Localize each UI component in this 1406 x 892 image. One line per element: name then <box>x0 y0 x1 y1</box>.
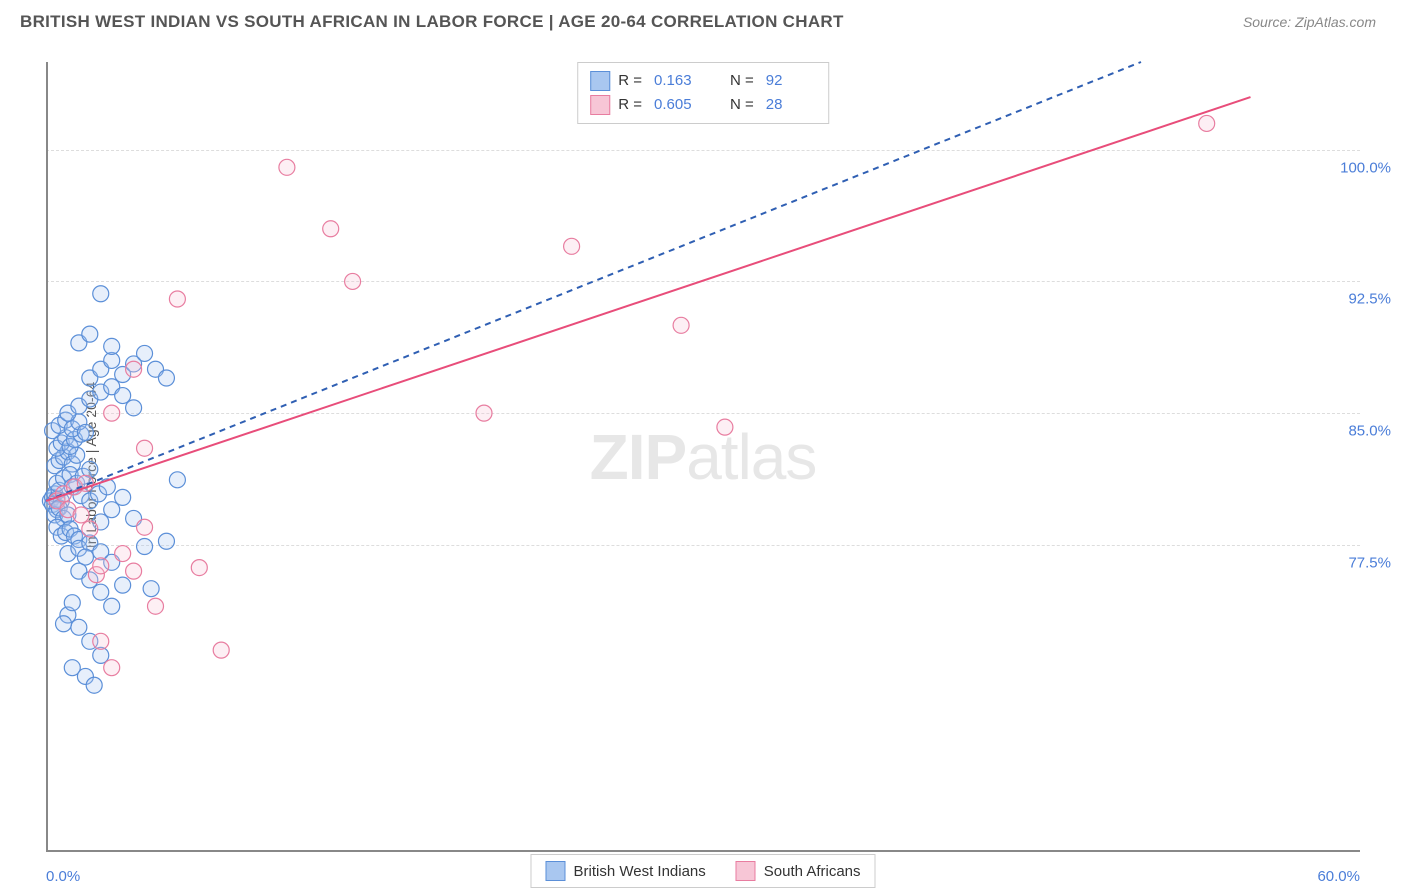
source-prefix: Source: <box>1243 14 1295 30</box>
n-value-pink: 28 <box>766 93 816 117</box>
chart-container: In Labor Force | Age 20-64 ZIPatlas R = … <box>0 40 1406 890</box>
scatter-point <box>476 405 492 421</box>
r-label: R = <box>618 93 642 117</box>
ytick-label: 100.0% <box>1340 159 1391 176</box>
scatter-point <box>86 677 102 693</box>
scatter-point <box>93 286 109 302</box>
scatter-point <box>137 519 153 535</box>
scatter-point <box>191 560 207 576</box>
r-value-pink: 0.605 <box>654 93 704 117</box>
scatter-point <box>82 326 98 342</box>
xtick-label: 0.0% <box>46 868 80 885</box>
scatter-point <box>564 238 580 254</box>
scatter-point <box>143 581 159 597</box>
trend-line <box>46 62 1141 501</box>
series-legend: British West Indians South Africans <box>530 854 875 888</box>
scatter-point <box>73 507 89 523</box>
scatter-point <box>77 424 93 440</box>
swatch-pink <box>736 861 756 881</box>
correlation-legend-row-pink: R = 0.605 N = 28 <box>590 93 816 117</box>
plot-area: ZIPatlas <box>46 62 1360 852</box>
scatter-svg <box>46 62 1360 852</box>
source-name: ZipAtlas.com <box>1295 14 1376 30</box>
scatter-point <box>345 273 361 289</box>
ytick-label: 85.0% <box>1348 423 1391 440</box>
swatch-pink <box>590 95 610 115</box>
scatter-point <box>77 549 93 565</box>
scatter-point <box>104 405 120 421</box>
trend-line <box>46 97 1251 501</box>
scatter-point <box>323 221 339 237</box>
scatter-point <box>137 440 153 456</box>
series-label-blue: British West Indians <box>573 863 705 880</box>
scatter-point <box>64 595 80 611</box>
ytick-label: 92.5% <box>1348 291 1391 308</box>
scatter-point <box>126 400 142 416</box>
scatter-point <box>126 361 142 377</box>
scatter-point <box>673 317 689 333</box>
scatter-point <box>115 577 131 593</box>
scatter-point <box>148 598 164 614</box>
swatch-blue <box>545 861 565 881</box>
scatter-point <box>93 633 109 649</box>
r-label: R = <box>618 69 642 93</box>
scatter-point <box>169 291 185 307</box>
scatter-point <box>104 660 120 676</box>
n-label: N = <box>730 69 754 93</box>
scatter-point <box>56 616 72 632</box>
scatter-point <box>115 546 131 562</box>
chart-title: BRITISH WEST INDIAN VS SOUTH AFRICAN IN … <box>20 12 844 32</box>
correlation-legend-row-blue: R = 0.163 N = 92 <box>590 69 816 93</box>
scatter-point <box>71 619 87 635</box>
scatter-point <box>115 489 131 505</box>
scatter-point <box>104 598 120 614</box>
r-value-blue: 0.163 <box>654 69 704 93</box>
scatter-point <box>104 338 120 354</box>
n-value-blue: 92 <box>766 69 816 93</box>
xtick-label: 60.0% <box>1317 868 1360 885</box>
series-legend-blue: British West Indians <box>545 861 705 881</box>
scatter-point <box>158 533 174 549</box>
chart-header: BRITISH WEST INDIAN VS SOUTH AFRICAN IN … <box>0 0 1406 40</box>
scatter-point <box>137 345 153 361</box>
series-legend-pink: South Africans <box>736 861 861 881</box>
scatter-point <box>93 584 109 600</box>
series-label-pink: South Africans <box>764 863 861 880</box>
scatter-point <box>82 521 98 537</box>
scatter-point <box>717 419 733 435</box>
ytick-label: 77.5% <box>1348 554 1391 571</box>
scatter-point <box>93 558 109 574</box>
scatter-point <box>213 642 229 658</box>
n-label: N = <box>730 93 754 117</box>
scatter-point <box>169 472 185 488</box>
swatch-blue <box>590 71 610 91</box>
chart-source: Source: ZipAtlas.com <box>1243 14 1376 30</box>
scatter-point <box>137 539 153 555</box>
correlation-legend: R = 0.163 N = 92 R = 0.605 N = 28 <box>577 62 829 124</box>
scatter-point <box>1199 115 1215 131</box>
scatter-point <box>279 159 295 175</box>
scatter-point <box>158 370 174 386</box>
scatter-point <box>126 563 142 579</box>
